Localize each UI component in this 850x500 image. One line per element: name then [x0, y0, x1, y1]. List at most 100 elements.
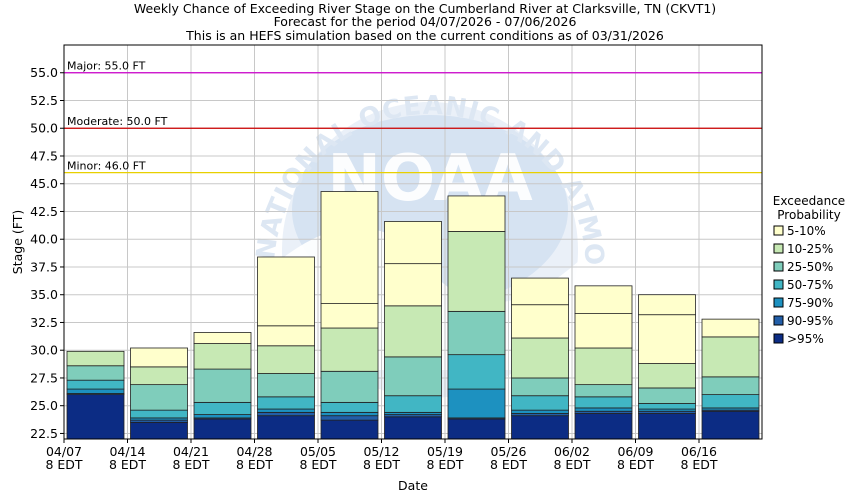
bar-segment-04/14-4 — [130, 384, 188, 411]
legend-title-line-1: Exceedance — [773, 194, 845, 208]
bar-segment-05/19-6 — [447, 195, 506, 232]
bar-segment-05/05-2 — [320, 411, 379, 417]
bar-06/16 — [701, 318, 760, 440]
y-tick-label-2: 27.5 — [30, 370, 58, 385]
bar-segment-04/21-5 — [193, 343, 252, 370]
bar-segment-05/12-4 — [384, 356, 442, 397]
bar-segment-06/16-5 — [701, 336, 760, 378]
bar-06/02 — [574, 285, 633, 440]
bar-segment-05/19-0 — [447, 418, 506, 440]
bar-segment-05/26-7 — [511, 277, 569, 306]
bar-segment-05/26-3 — [511, 395, 569, 411]
legend-swatch-3 — [773, 279, 784, 290]
bar-segment-06/02-3 — [574, 396, 633, 409]
plot-border — [63, 44, 763, 440]
bar-segment-05/12-3 — [384, 395, 442, 413]
bar-segment-05/05-5 — [320, 327, 379, 372]
legend-label-1: 10-25% — [787, 242, 833, 256]
y-tick-label-7: 40.0 — [30, 232, 58, 247]
bar-segment-05/05-7 — [320, 191, 379, 304]
bar-05/26 — [511, 277, 569, 440]
legend-label-4: 75-90% — [787, 296, 833, 310]
bar-05/05 — [320, 191, 379, 440]
y-tick-label-0: 22.5 — [30, 426, 58, 441]
bar-segment-06/09-7 — [638, 294, 696, 316]
y-tick-label-1: 25.0 — [30, 398, 58, 413]
x-tick-label-tz-6: 8 EDT — [426, 457, 463, 472]
x-tick-label-tz-9: 8 EDT — [617, 457, 654, 472]
bar-segment-06/16-6 — [701, 318, 760, 338]
bar-segment-05/12-6 — [384, 263, 442, 307]
bar-segment-04/07-4 — [66, 365, 125, 381]
legend-label-0: 5-10% — [787, 224, 826, 238]
y-tick-label-10: 47.5 — [30, 148, 58, 163]
bar-segment-05/05-0 — [320, 419, 379, 440]
bar-segment-06/02-2 — [574, 407, 633, 412]
threshold-label-0: Major: 55.0 FT — [67, 60, 146, 73]
bar-segment-05/26-5 — [511, 337, 569, 379]
bar-segment-04/14-0 — [130, 421, 188, 440]
bar-segment-04/28-7 — [257, 256, 315, 327]
bar-04/28 — [257, 256, 315, 440]
x-tick-label-tz-8: 8 EDT — [553, 457, 590, 472]
bar-segment-06/02-7 — [574, 285, 633, 314]
bar-segment-04/28-1 — [257, 411, 315, 417]
bar-segment-04/07-5 — [66, 350, 125, 367]
bar-segment-04/21-3 — [193, 401, 252, 415]
y-tick-label-6: 37.5 — [30, 259, 58, 274]
bar-segment-04/21-0 — [193, 418, 252, 440]
bar-segment-05/26-6 — [511, 304, 569, 339]
x-tick-label-date-6: 05/19 — [427, 444, 463, 459]
bar-segment-04/07-2 — [66, 388, 125, 394]
x-tick-label-tz-4: 8 EDT — [299, 457, 336, 472]
bar-segment-05/12-7 — [384, 221, 442, 265]
x-tick-label-tz-5: 8 EDT — [363, 457, 400, 472]
legend-label-3: 50-75% — [787, 278, 833, 292]
bar-segment-04/21-2 — [193, 414, 252, 419]
x-tick-label-date-4: 05/05 — [300, 444, 336, 459]
legend-swatch-0 — [773, 225, 784, 236]
bar-segment-05/19-3 — [447, 354, 506, 390]
x-tick-label-tz-3: 8 EDT — [236, 457, 273, 472]
x-axis-title: Date — [398, 478, 428, 493]
bar-segment-06/09-6 — [638, 314, 696, 364]
bar-segment-06/09-3 — [638, 403, 696, 410]
bar-segment-04/14-5 — [130, 366, 188, 386]
bar-segment-06/02-0 — [574, 413, 633, 440]
x-tick-label-date-3: 04/28 — [236, 444, 272, 459]
bar-segment-04/21-4 — [193, 368, 252, 403]
bar-segment-05/12-5 — [384, 305, 442, 358]
bar-05/12 — [384, 221, 442, 440]
bar-segment-04/07-3 — [66, 379, 125, 390]
bar-segment-06/09-5 — [638, 363, 696, 389]
bar-segment-05/05-3 — [320, 401, 379, 413]
bar-06/09 — [638, 294, 696, 440]
legend-swatch-5 — [773, 315, 784, 326]
chart-title: Weekly Chance of Exceeding River Stage o… — [134, 1, 716, 43]
x-tick-label-date-0: 04/07 — [46, 444, 82, 459]
y-tick-label-13: 55.0 — [30, 65, 58, 80]
title-line-3: This is an HEFS simulation based on the … — [185, 28, 664, 43]
legend: Exceedance Probability 5-10% 10-25% 25-50%… — [773, 194, 845, 346]
bar-segment-05/26-4 — [511, 377, 569, 397]
y-tick-label-4: 32.5 — [30, 315, 58, 330]
bar-segment-05/19-5 — [447, 231, 506, 312]
bar-segment-05/19-4 — [447, 310, 506, 356]
bar-segment-04/07-0 — [66, 394, 125, 440]
bar-segment-06/16-3 — [701, 394, 760, 409]
x-tick-label-tz-7: 8 EDT — [490, 457, 527, 472]
y-tick-label-11: 50.0 — [30, 121, 58, 136]
bar-05/19 — [447, 195, 506, 440]
y-tick-label-9: 45.0 — [30, 176, 58, 191]
x-tick-label-date-9: 06/09 — [617, 444, 653, 459]
legend-swatch-4 — [773, 297, 784, 308]
bar-segment-04/28-0 — [257, 415, 315, 440]
bar-segment-05/19-2 — [447, 388, 506, 419]
legend-title-line-2: Probability — [777, 208, 840, 222]
y-tick-label-5: 35.0 — [30, 287, 58, 302]
y-tick-label-8: 42.5 — [30, 204, 58, 219]
bar-segment-04/21-6 — [193, 332, 252, 344]
x-tick-label-date-7: 05/26 — [490, 444, 526, 459]
bar-segment-04/28-3 — [257, 396, 315, 410]
